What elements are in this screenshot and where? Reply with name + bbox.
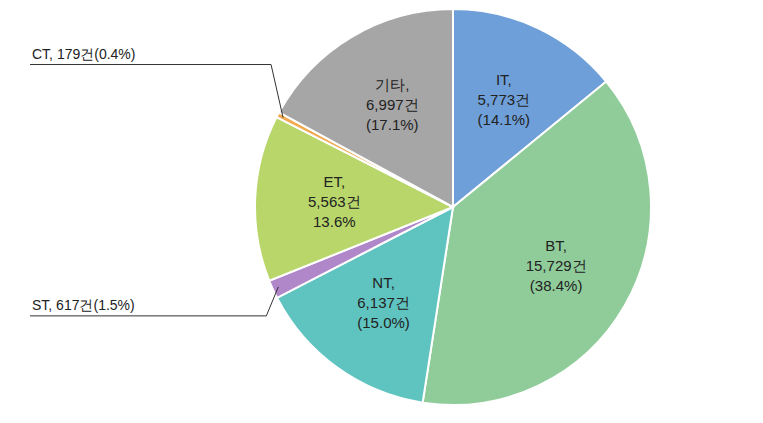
svg-text:ST, 617건(1.5%): ST, 617건(1.5%) — [32, 297, 135, 313]
svg-text:BT,15,729건(38.4%): BT,15,729건(38.4%) — [526, 237, 587, 294]
svg-text:IT,5,773건(14.1%): IT,5,773건(14.1%) — [478, 71, 531, 128]
svg-text:NT,6,137건(15.0%): NT,6,137건(15.0%) — [357, 274, 410, 331]
svg-text:기타,6,997건(17.1%): 기타,6,997건(17.1%) — [366, 76, 419, 133]
svg-text:ET,5,563건13.6%: ET,5,563건13.6% — [308, 173, 361, 230]
svg-text:CT, 179건(0.4%): CT, 179건(0.4%) — [32, 46, 135, 62]
